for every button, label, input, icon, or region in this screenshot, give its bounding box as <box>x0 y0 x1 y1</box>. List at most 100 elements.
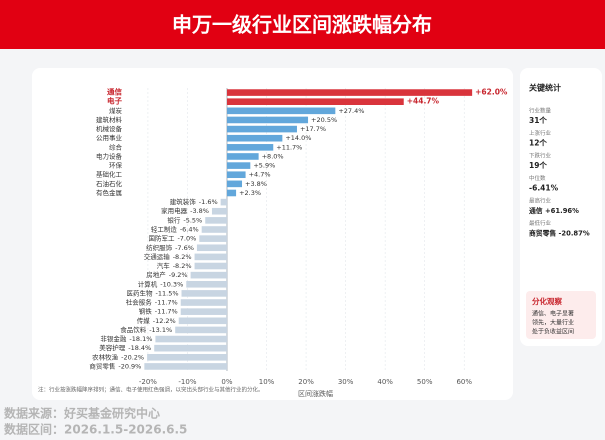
stat-label: 上涨行业 <box>529 129 552 137</box>
footer: 数据来源：好买基金研究中心 <box>4 406 160 421</box>
value-label: -20.9% <box>118 362 141 370</box>
x-tick-label: 0% <box>221 378 232 386</box>
category-label: 煤炭 <box>109 106 123 115</box>
value-label: +2.3% <box>239 189 261 197</box>
stats-title: 关键统计 <box>529 83 561 93</box>
bar <box>226 144 274 151</box>
bar <box>226 153 259 160</box>
stat-value: 31个 <box>529 115 547 125</box>
value-label: -11.5% <box>156 289 179 297</box>
note: 注：行业按涨跌幅降序排列；通信、电子使用红色强调，以突出头部行业与其他行业的分化… <box>38 386 264 394</box>
category-label: 房地产 <box>146 270 166 279</box>
value-label: +4.7% <box>249 171 271 179</box>
x-tick-label: 60% <box>456 378 472 386</box>
x-axis-label: 区间涨跌幅 <box>298 389 333 398</box>
value-label: -10.3% <box>160 280 183 288</box>
value-label: +44.7% <box>407 97 440 106</box>
value-label: -8.2% <box>173 262 192 270</box>
bar <box>147 354 227 361</box>
box-title: 分化观察 <box>532 296 562 306</box>
x-tick-label: 40% <box>377 378 393 386</box>
value-label: -1.6% <box>199 198 218 206</box>
category-label: 交通运输 <box>144 252 171 261</box>
stat-label: 下跌行业 <box>529 152 552 160</box>
x-tick-label: 50% <box>417 378 433 386</box>
category-label: 商贸零售 <box>89 361 115 370</box>
category-label: 电子 <box>107 96 122 106</box>
bar <box>155 335 227 343</box>
bar <box>220 198 227 206</box>
category-label: 农林牧渔 <box>92 352 119 361</box>
category-label: 综合 <box>109 142 123 151</box>
category-label: 社会服务 <box>126 298 153 307</box>
category-label: 计算机 <box>138 279 158 288</box>
bar <box>199 235 227 242</box>
value-label: -11.7% <box>155 308 178 316</box>
box-text: 处于负收益区间 <box>532 328 574 336</box>
category-label: 轻工制造 <box>151 225 178 234</box>
category-label: 机械设备 <box>96 124 123 133</box>
value-label: -5.5% <box>183 216 202 224</box>
x-tick-label: -20% <box>139 378 157 386</box>
bar <box>175 326 227 334</box>
bar <box>178 317 227 325</box>
value-label: -6.4% <box>180 226 199 234</box>
bar <box>194 253 227 261</box>
title: 申万一级行业区间涨跌幅分布 <box>172 13 432 37</box>
stat-value: 通信 +61.96% <box>529 206 579 215</box>
stat-value: 19个 <box>529 160 547 170</box>
bar <box>194 262 227 270</box>
bar <box>226 116 309 124</box>
category-label: 非银金融 <box>100 334 127 343</box>
stat-value: -6.41% <box>529 184 559 193</box>
x-tick-label: -10% <box>178 378 196 386</box>
bar <box>226 171 246 179</box>
bar <box>180 308 227 315</box>
bar <box>154 344 227 352</box>
footer: 数据区间：2026.1.5-2026.6.5 <box>4 422 187 437</box>
category-label: 有色金属 <box>96 188 122 197</box>
bar <box>226 98 404 105</box>
bar <box>211 207 227 215</box>
title-bar <box>0 0 605 49</box>
bar <box>196 244 227 252</box>
value-label: -18.1% <box>129 335 152 343</box>
bar <box>226 134 283 142</box>
category-label: 建筑装饰 <box>170 197 197 206</box>
bar <box>226 107 336 115</box>
category-label: 环保 <box>109 161 123 170</box>
bar <box>181 290 227 297</box>
category-label: 建筑材料 <box>96 115 123 124</box>
box-text: 领先，大量行业 <box>532 319 574 327</box>
value-label: +14.0% <box>285 134 311 142</box>
category-label: 传媒 <box>137 316 151 325</box>
x-tick-label: 20% <box>298 378 314 386</box>
category-label: 食品饮料 <box>120 325 147 334</box>
bar <box>186 280 227 288</box>
bar <box>144 363 227 370</box>
value-label: -9.2% <box>169 271 188 279</box>
stat-value: 商贸零售 -20.87% <box>529 229 590 238</box>
bar <box>226 180 243 188</box>
value-label: +8.0% <box>262 152 284 160</box>
value-label: -8.2% <box>173 253 192 261</box>
bar <box>201 226 227 233</box>
bar <box>190 271 227 279</box>
category-label: 美容护理 <box>99 343 126 352</box>
value-label: -3.8% <box>190 207 209 215</box>
bar <box>226 162 251 169</box>
bar <box>205 217 227 224</box>
category-label: 公用事业 <box>96 133 123 142</box>
stat-value: 12个 <box>529 138 547 148</box>
category-label: 银行 <box>167 215 181 224</box>
category-label: 汽车 <box>157 261 171 270</box>
stat-label: 行业数量 <box>529 107 552 115</box>
category-label: 钢铁 <box>139 307 153 316</box>
bar <box>226 125 297 133</box>
category-label: 纺织服饰 <box>146 243 173 252</box>
value-label: -11.7% <box>155 299 178 307</box>
value-label: -12.2% <box>153 317 176 325</box>
value-label: +3.8% <box>245 180 267 188</box>
category-label: 国防军工 <box>148 234 175 243</box>
bar <box>180 299 227 306</box>
